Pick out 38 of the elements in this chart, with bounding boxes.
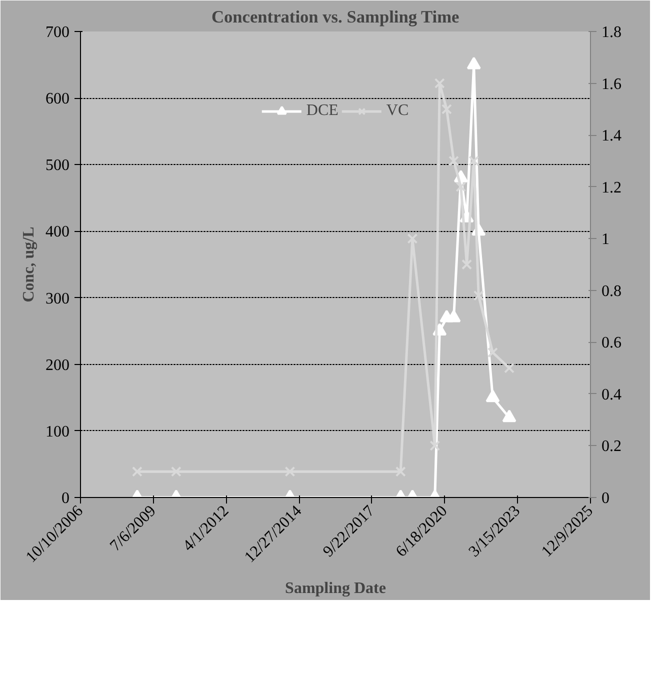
y-tick-label: 400 (46, 224, 70, 241)
y2-tick-label: 1.4 (602, 128, 622, 145)
point (430, 440, 440, 451)
y-tick-label: 600 (46, 90, 70, 108)
y-tick-label: 700 (46, 24, 70, 41)
point (448, 156, 459, 166)
y2-tick-label: 1.6 (602, 76, 622, 93)
y2-tick-label: 0.8 (602, 282, 622, 300)
y2-tick-label: 0.6 (602, 334, 622, 352)
y-axis-title: Conc, ug/L (20, 226, 38, 302)
y2-tick-label: 0 (602, 490, 610, 507)
point (395, 466, 406, 477)
y-tick-label: 0 (62, 490, 70, 507)
y-tick-label: 100 (46, 423, 70, 440)
point (462, 259, 472, 270)
point (407, 233, 418, 244)
y2-tick-label: 1.2 (602, 179, 622, 196)
point (487, 347, 498, 358)
point (170, 466, 182, 477)
point (504, 362, 515, 374)
y-tick-label: 300 (46, 290, 70, 308)
y-tick-label: 500 (46, 157, 70, 174)
point (456, 182, 466, 192)
chart-title: Concentration vs. Sampling Time (211, 8, 460, 26)
point (434, 78, 445, 89)
point (473, 290, 484, 301)
x-axis-title: Sampling Date (285, 580, 386, 598)
point (441, 104, 452, 114)
y2-tick-label: 1 (602, 231, 610, 248)
y-tick-label: 200 (46, 356, 70, 374)
point (284, 466, 296, 477)
legend-label: DCE (306, 102, 338, 120)
point (468, 156, 480, 166)
y2-tick-label: 0.2 (602, 438, 622, 456)
point (132, 466, 142, 477)
legend-label: VC (386, 102, 409, 120)
y2-tick-label: 1.8 (602, 24, 622, 41)
y2-tick-label: 0.4 (602, 386, 622, 404)
